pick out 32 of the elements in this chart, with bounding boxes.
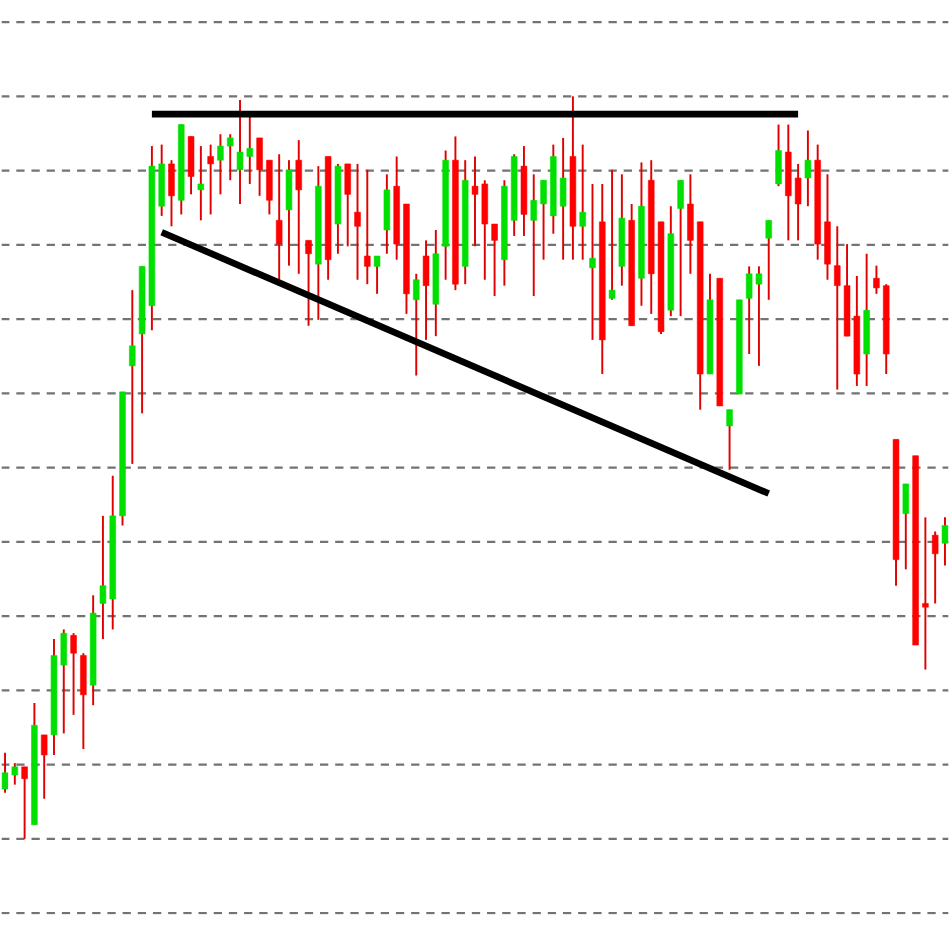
candlestick (863, 252, 870, 387)
candlestick (197, 144, 205, 221)
candlestick (168, 158, 175, 227)
candlestick (207, 143, 214, 215)
candlestick (765, 218, 772, 301)
candlestick (285, 158, 293, 267)
candlestick (187, 135, 195, 195)
candlestick (608, 168, 616, 301)
candlestick (941, 515, 949, 567)
candlestick (373, 254, 381, 295)
candlestick (413, 272, 420, 377)
candlestick (677, 178, 684, 317)
candlestick (40, 733, 48, 800)
candlestick (726, 408, 733, 471)
candlestick (129, 288, 136, 465)
candlestick (21, 765, 28, 840)
candlestick (589, 182, 596, 341)
candlestick (354, 162, 361, 281)
candlestick (70, 631, 77, 716)
candlestick (422, 238, 430, 341)
candlestick (902, 482, 910, 570)
candlestick (579, 143, 586, 261)
candlestick (80, 651, 87, 750)
candlestick (344, 162, 351, 247)
candlestick (364, 168, 371, 285)
candlestick (305, 238, 312, 327)
candlestick (931, 530, 939, 605)
candlestick (275, 152, 283, 281)
candlestick (295, 138, 302, 275)
candlestick (775, 123, 782, 187)
candlestick (383, 172, 391, 255)
candlestick (804, 129, 812, 207)
